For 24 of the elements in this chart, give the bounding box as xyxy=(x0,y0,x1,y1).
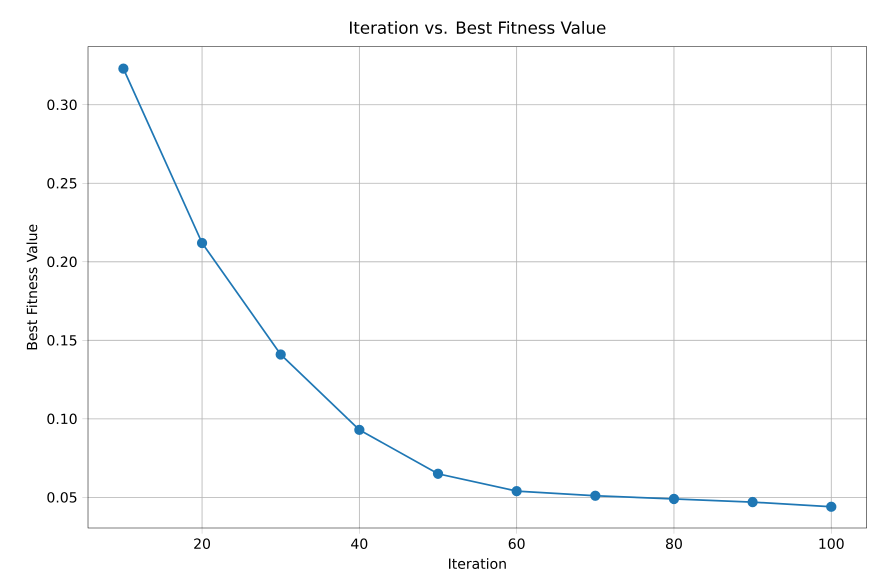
point xyxy=(196,238,208,248)
point xyxy=(668,494,680,504)
point xyxy=(826,502,836,512)
point xyxy=(747,496,758,508)
point xyxy=(354,424,364,435)
y-tick-label: 0.30 xyxy=(47,99,77,110)
y-tick-label: 0.25 xyxy=(47,178,76,189)
x-axis-title: Iteration xyxy=(449,558,506,569)
y-tick-label: 0.10 xyxy=(47,414,77,424)
y-tick-label: 0.05 xyxy=(47,492,76,503)
x-tick-label: 100 xyxy=(819,538,844,549)
point xyxy=(512,486,522,496)
x-tick-label: 20 xyxy=(194,538,210,549)
x-tick-label: 40 xyxy=(351,538,368,549)
point xyxy=(590,490,600,501)
y-tick-label: 0.20 xyxy=(47,256,77,268)
x-tick-label: 80 xyxy=(666,538,682,549)
x-tick-label: 60 xyxy=(508,538,525,549)
point xyxy=(276,349,286,360)
point xyxy=(118,64,129,74)
chart-title: Iteration vs. Best Fitness Value xyxy=(350,21,606,34)
point xyxy=(432,468,444,479)
y-tick-label: 0.15 xyxy=(47,335,76,346)
y-axis-title: Best Fitness Value xyxy=(26,224,38,350)
